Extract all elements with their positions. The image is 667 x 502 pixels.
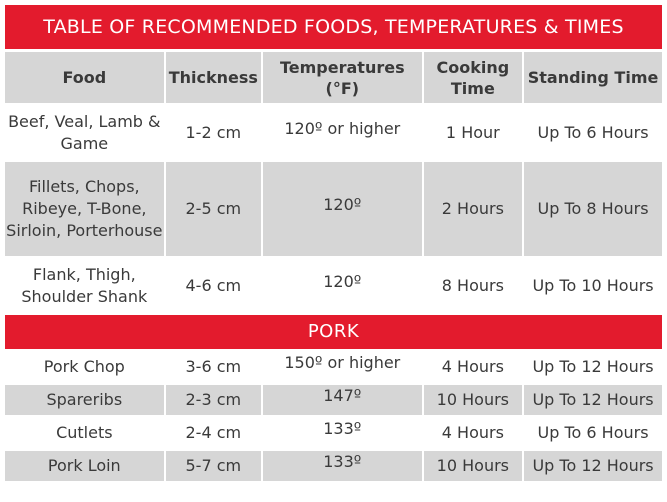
header-cooking-time: Cooking Time xyxy=(423,52,523,103)
cell-standing-time: Up To 12 Hours xyxy=(524,451,662,481)
cell-temperature: 120º xyxy=(262,162,422,256)
cell-cooking-time: 1 Hour xyxy=(423,106,523,159)
cell-food: Flank, Thigh, Shoulder Shank xyxy=(5,259,164,312)
temperature-value: 150º or higher xyxy=(284,353,401,372)
temperature-value: 120º xyxy=(323,271,362,291)
temperature-value: 133º xyxy=(323,452,362,471)
cell-food: Cutlets xyxy=(5,418,164,448)
cell-thickness: 2-4 cm xyxy=(165,418,261,448)
table-row: Fillets, Chops, Ribeye, T-Bone, Sirloin,… xyxy=(5,162,662,256)
cell-thickness: 1-2 cm xyxy=(165,106,261,159)
cell-temperature: 133º xyxy=(262,451,422,481)
foods-table: Food Thickness Temperatures (°F) Cooking… xyxy=(3,49,664,484)
cell-standing-time: Up To 8 Hours xyxy=(524,162,662,256)
cell-temperature: 150º or higher xyxy=(262,352,422,382)
cell-temperature: 120º or higher xyxy=(262,106,422,159)
table-row: Flank, Thigh, Shoulder Shank 4-6 cm 120º… xyxy=(5,259,662,312)
cell-standing-time: Up To 12 Hours xyxy=(524,352,662,382)
header-thickness: Thickness xyxy=(165,52,261,103)
cell-standing-time: Up To 6 Hours xyxy=(524,418,662,448)
header-standing-time: Standing Time xyxy=(524,52,662,103)
header-food: Food xyxy=(5,52,164,103)
table-title: TABLE OF RECOMMENDED FOODS, TEMPERATURES… xyxy=(5,5,662,49)
cell-cooking-time: 2 Hours xyxy=(423,162,523,256)
table-row: Beef, Veal, Lamb & Game 1-2 cm 120º or h… xyxy=(5,106,662,159)
cell-food: Pork Chop xyxy=(5,352,164,382)
table-row: Pork Loin 5-7 cm 133º 10 Hours Up To 12 … xyxy=(5,451,662,481)
cell-food: Beef, Veal, Lamb & Game xyxy=(5,106,164,159)
cell-cooking-time: 8 Hours xyxy=(423,259,523,312)
cell-cooking-time: 4 Hours xyxy=(423,352,523,382)
cell-cooking-time: 4 Hours xyxy=(423,418,523,448)
cell-food: Pork Loin xyxy=(5,451,164,481)
cell-temperature: 147º xyxy=(262,385,422,415)
table-row: Pork Chop 3-6 cm 150º or higher 4 Hours … xyxy=(5,352,662,382)
temperature-value: 120º or higher xyxy=(284,118,401,138)
cell-thickness: 4-6 cm xyxy=(165,259,261,312)
table-row: Cutlets 2-4 cm 133º 4 Hours Up To 6 Hour… xyxy=(5,418,662,448)
temperature-value: 147º xyxy=(323,386,362,405)
cell-food: Spareribs xyxy=(5,385,164,415)
cell-temperature: 133º xyxy=(262,418,422,448)
table-row: Spareribs 2-3 cm 147º 10 Hours Up To 12 … xyxy=(5,385,662,415)
cell-thickness: 2-5 cm xyxy=(165,162,261,256)
cell-standing-time: Up To 12 Hours xyxy=(524,385,662,415)
section-pork-label: PORK xyxy=(5,315,662,349)
section-header-row: PORK xyxy=(5,315,662,349)
cell-cooking-time: 10 Hours xyxy=(423,451,523,481)
cell-thickness: 3-6 cm xyxy=(165,352,261,382)
cell-food: Fillets, Chops, Ribeye, T-Bone, Sirloin,… xyxy=(5,162,164,256)
cell-standing-time: Up To 10 Hours xyxy=(524,259,662,312)
temperature-value: 133º xyxy=(323,419,362,438)
recommendation-table-card: TABLE OF RECOMMENDED FOODS, TEMPERATURES… xyxy=(5,5,662,484)
cell-thickness: 2-3 cm xyxy=(165,385,261,415)
cell-standing-time: Up To 6 Hours xyxy=(524,106,662,159)
cell-temperature: 120º xyxy=(262,259,422,312)
header-temperatures: Temperatures (°F) xyxy=(262,52,422,103)
temperature-value: 120º xyxy=(323,195,362,214)
cell-thickness: 5-7 cm xyxy=(165,451,261,481)
cell-cooking-time: 10 Hours xyxy=(423,385,523,415)
